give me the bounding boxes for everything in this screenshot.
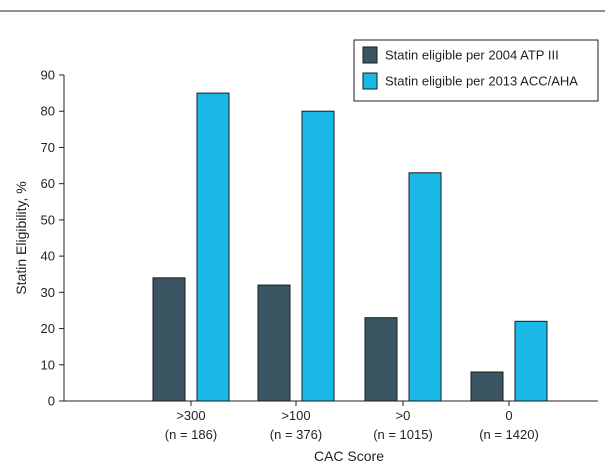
x-tick-label: >300 [176, 408, 205, 423]
x-tick-label: >0 [396, 408, 411, 423]
y-tick-label: 60 [41, 176, 55, 191]
x-tick-sublabel: (n = 1015) [373, 427, 433, 442]
x-tick-sublabel: (n = 186) [165, 427, 217, 442]
bar [257, 284, 291, 402]
legend-swatch [362, 46, 378, 64]
legend-label: Statin eligible per 2004 ATP III [385, 48, 559, 63]
x-tick-sublabel: (n = 1420) [479, 427, 539, 442]
bar [301, 110, 335, 402]
y-tick-label: 40 [41, 249, 55, 264]
x-tick-label: 0 [505, 408, 512, 423]
y-tick-label: 90 [41, 68, 55, 83]
y-tick-label: 50 [41, 212, 55, 227]
bar [470, 371, 504, 402]
bar [514, 320, 548, 402]
x-tick-sublabel: (n = 376) [270, 427, 322, 442]
bar [196, 92, 230, 402]
y-tick-label: 10 [41, 357, 55, 372]
bar [152, 277, 186, 402]
x-axis-title: CAC Score [314, 448, 384, 464]
legend-label: Statin eligible per 2013 ACC/AHA [385, 74, 578, 89]
y-tick-label: 0 [48, 394, 55, 409]
bar [408, 172, 442, 402]
y-axis-title: Statin Eligibility, % [13, 181, 29, 294]
legend-swatch [362, 72, 378, 90]
x-tick-label: >100 [281, 408, 310, 423]
y-tick-label: 70 [41, 140, 55, 155]
y-tick-label: 80 [41, 104, 55, 119]
y-tick-label: 30 [41, 285, 55, 300]
y-tick-label: 20 [41, 321, 55, 336]
legend-box [353, 39, 599, 102]
bar [364, 317, 398, 402]
